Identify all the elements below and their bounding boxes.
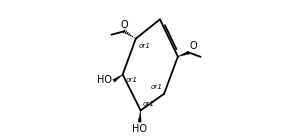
Text: O: O <box>190 41 197 51</box>
Text: HO: HO <box>97 75 112 85</box>
Polygon shape <box>113 75 123 82</box>
Polygon shape <box>138 110 141 122</box>
Text: or1: or1 <box>138 43 150 48</box>
Text: or1: or1 <box>143 101 155 107</box>
Polygon shape <box>178 51 189 57</box>
Text: or1: or1 <box>126 77 138 83</box>
Text: or1: or1 <box>151 84 163 90</box>
Text: O: O <box>121 20 129 30</box>
Text: HO: HO <box>132 124 147 134</box>
